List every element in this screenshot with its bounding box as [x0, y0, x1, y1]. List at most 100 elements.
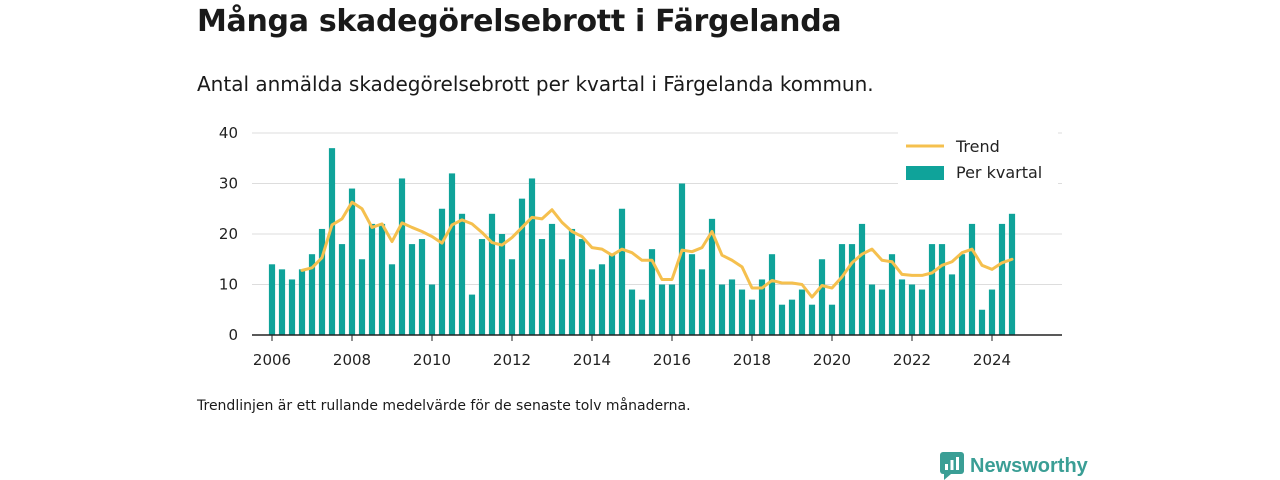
x-tick-label: 2010 [413, 351, 451, 369]
bar [958, 254, 966, 335]
newsworthy-logo-icon [940, 452, 964, 480]
x-tick-label: 2016 [653, 351, 691, 369]
bar [448, 173, 456, 335]
bar [868, 284, 876, 335]
x-tick-label: 2020 [813, 351, 851, 369]
bar [628, 289, 636, 335]
x-tick-label: 2022 [893, 351, 931, 369]
x-tick-label: 2018 [733, 351, 771, 369]
bar [338, 244, 346, 335]
y-tick-label: 40 [219, 124, 238, 142]
newsworthy-logo[interactable]: Newsworthy [940, 452, 1088, 480]
bar [898, 279, 906, 335]
bar [838, 244, 846, 335]
bar [788, 299, 796, 335]
x-tick-label: 2014 [573, 351, 611, 369]
bar [718, 284, 726, 335]
bar [418, 239, 426, 335]
footnote: Trendlinjen är ett rullande medelvärde f… [197, 398, 691, 414]
bar [658, 284, 666, 335]
bar [698, 269, 706, 335]
bar [478, 239, 486, 335]
bar [798, 289, 806, 335]
x-tick-label: 2006 [253, 351, 291, 369]
bar [398, 178, 406, 335]
x-tick-label: 2012 [493, 351, 531, 369]
bar [348, 188, 356, 335]
bar [968, 223, 976, 335]
bar [768, 254, 776, 335]
bar-series [268, 148, 1016, 335]
bar [888, 254, 896, 335]
bar [298, 269, 306, 335]
y-tick-label: 20 [219, 225, 238, 243]
bar [588, 269, 596, 335]
y-axis-ticks: 0 10 20 30 40 [219, 124, 238, 344]
bar [538, 239, 546, 335]
legend-bar-label: Per kvartal [956, 163, 1042, 182]
bar [498, 234, 506, 335]
bar [608, 254, 616, 335]
bar [928, 244, 936, 335]
bar [328, 148, 336, 335]
legend: Trend Per kvartal [898, 132, 1058, 184]
bar [908, 284, 916, 335]
bar [278, 269, 286, 335]
bar [368, 223, 376, 335]
bar [438, 208, 446, 335]
y-tick-label: 10 [219, 276, 238, 294]
bar [708, 218, 716, 335]
bar [548, 223, 556, 335]
bar [848, 244, 856, 335]
bar [428, 284, 436, 335]
y-tick-label: 0 [228, 326, 238, 344]
bar [558, 259, 566, 335]
bar [828, 304, 836, 335]
bar [668, 284, 676, 335]
y-tick-label: 30 [219, 175, 238, 193]
bar [518, 198, 526, 335]
bar [458, 213, 466, 335]
bar [358, 259, 366, 335]
bar [918, 289, 926, 335]
bar [748, 299, 756, 335]
bar [648, 249, 656, 335]
bar [378, 223, 386, 335]
chart-title: Många skadegörelsebrott i Färgelanda [197, 4, 842, 39]
bar [578, 239, 586, 335]
bar [1008, 213, 1016, 335]
legend-trend-label: Trend [955, 137, 1000, 156]
bar [638, 299, 646, 335]
bar [488, 213, 496, 335]
x-axis-ticks: 2006 2008 2010 2012 2014 2016 2018 2020 2022 2024 [253, 335, 1011, 369]
bar [408, 244, 416, 335]
bar [738, 289, 746, 335]
bar [778, 304, 786, 335]
bar [618, 208, 626, 335]
trend-series [300, 200, 1014, 299]
bar [818, 259, 826, 335]
x-tick-label: 2008 [333, 351, 371, 369]
bar [308, 254, 316, 335]
bar [678, 183, 686, 335]
trend-line [300, 200, 1014, 299]
bar [508, 259, 516, 335]
bar [978, 309, 986, 335]
legend-bar-swatch [906, 166, 944, 180]
bar [758, 279, 766, 335]
bar [288, 279, 296, 335]
x-tick-label: 2024 [973, 351, 1011, 369]
bar [528, 178, 536, 335]
bar [598, 264, 606, 335]
bar [938, 244, 946, 335]
bar [878, 289, 886, 335]
chart-subtitle: Antal anmälda skadegörelsebrott per kvar… [197, 72, 874, 96]
bar [388, 264, 396, 335]
bar [728, 279, 736, 335]
bar [998, 223, 1006, 335]
bar [468, 294, 476, 335]
bar [568, 228, 576, 335]
bar [318, 228, 326, 335]
bar [858, 223, 866, 335]
